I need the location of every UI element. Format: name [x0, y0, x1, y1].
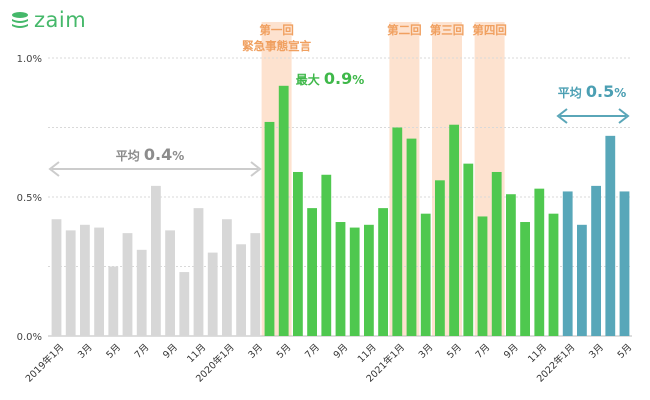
x-tick-label: 3月 — [417, 342, 436, 361]
bar — [491, 171, 502, 336]
annotation-avg-2022: 平均 0.5% — [558, 82, 627, 101]
annotation-prefix: 平均 — [558, 85, 586, 100]
bar — [548, 213, 559, 336]
annotation-value: 0.5 — [586, 82, 614, 101]
x-tick-label: 3月 — [76, 342, 95, 361]
highlight-label: 第二回 — [387, 23, 422, 37]
bar — [278, 85, 289, 336]
y-tick-label: 1.0% — [17, 54, 42, 65]
annotation-value: 0.4 — [144, 145, 172, 164]
bar — [51, 219, 62, 336]
bar — [463, 163, 474, 336]
bar — [477, 216, 488, 336]
bar — [406, 138, 417, 336]
coin-stack-icon — [12, 12, 28, 28]
bar — [193, 208, 204, 336]
x-tick-label: 5月 — [616, 342, 635, 361]
bar — [420, 213, 431, 336]
annotation-prefix: 平均 — [116, 148, 144, 163]
bar — [293, 171, 303, 336]
annotation-unit: % — [172, 149, 184, 163]
bar — [591, 185, 601, 336]
x-tick-label: 11月 — [356, 342, 379, 365]
bar — [520, 222, 530, 336]
bar — [364, 224, 374, 336]
bar — [80, 224, 90, 336]
avg-2019-arrow-left-head — [48, 161, 60, 177]
bar — [136, 249, 147, 336]
x-tick-label: 3月 — [587, 342, 606, 361]
bar — [449, 124, 459, 336]
annotation-prefix: 最大 — [296, 72, 324, 87]
bar — [307, 208, 317, 336]
bar — [321, 174, 332, 336]
bar — [207, 252, 218, 336]
highlight-label: 第三回 — [430, 23, 465, 37]
bar — [250, 233, 261, 336]
bar — [577, 224, 587, 336]
bar — [335, 222, 346, 336]
logo-text: zaim — [34, 8, 87, 32]
avg-2022-arrow-left-head — [556, 108, 568, 124]
bar — [562, 191, 573, 336]
x-tick-label: 7月 — [303, 342, 322, 361]
highlight-label: 第一回 — [259, 23, 294, 37]
bar — [619, 191, 630, 336]
x-tick-label: 2019年1月 — [23, 341, 66, 384]
annotation-value: 0.9 — [324, 69, 352, 88]
bar — [65, 230, 76, 336]
avg-2019-arrow-right-head — [250, 161, 262, 177]
x-tick-label: 7月 — [474, 342, 493, 361]
bar — [94, 227, 104, 336]
logo: zaim — [10, 8, 86, 32]
x-tick-label: 5月 — [275, 342, 294, 361]
annotation-avg-2019: 平均 0.4% — [116, 145, 185, 164]
x-tick-label: 3月 — [246, 342, 265, 361]
bar — [392, 127, 403, 336]
bar — [179, 272, 190, 336]
bar — [264, 121, 275, 336]
highlight-label: 第四回 — [472, 23, 507, 37]
annotation-unit: % — [614, 86, 626, 100]
bar — [222, 219, 232, 336]
bar — [534, 188, 545, 336]
avg-2022-arrow-right-head — [618, 108, 630, 124]
bar — [236, 244, 246, 336]
bar — [349, 227, 360, 336]
x-tick-label: 7月 — [133, 342, 152, 361]
annotation-unit: % — [352, 73, 364, 87]
bar — [506, 194, 516, 336]
x-tick-label: 5月 — [445, 342, 464, 361]
bar — [122, 233, 133, 336]
bar — [165, 230, 175, 336]
y-tick-label: 0.5% — [17, 193, 42, 204]
x-tick-label: 11月 — [526, 342, 549, 365]
annotation-max: 最大 0.9% — [296, 69, 365, 88]
x-tick-label: 5月 — [104, 342, 123, 361]
bar — [378, 208, 388, 336]
bar — [605, 135, 616, 336]
x-tick-label: 9月 — [502, 342, 521, 361]
x-tick-label: 9月 — [161, 342, 180, 361]
bar — [435, 180, 445, 336]
x-tick-label: 11月 — [185, 342, 208, 365]
x-tick-label: 9月 — [332, 342, 351, 361]
bar — [108, 266, 119, 336]
highlight-label: 緊急事態宣言 — [242, 39, 311, 53]
y-tick-label: 0.0% — [17, 332, 42, 343]
bar — [151, 185, 161, 336]
